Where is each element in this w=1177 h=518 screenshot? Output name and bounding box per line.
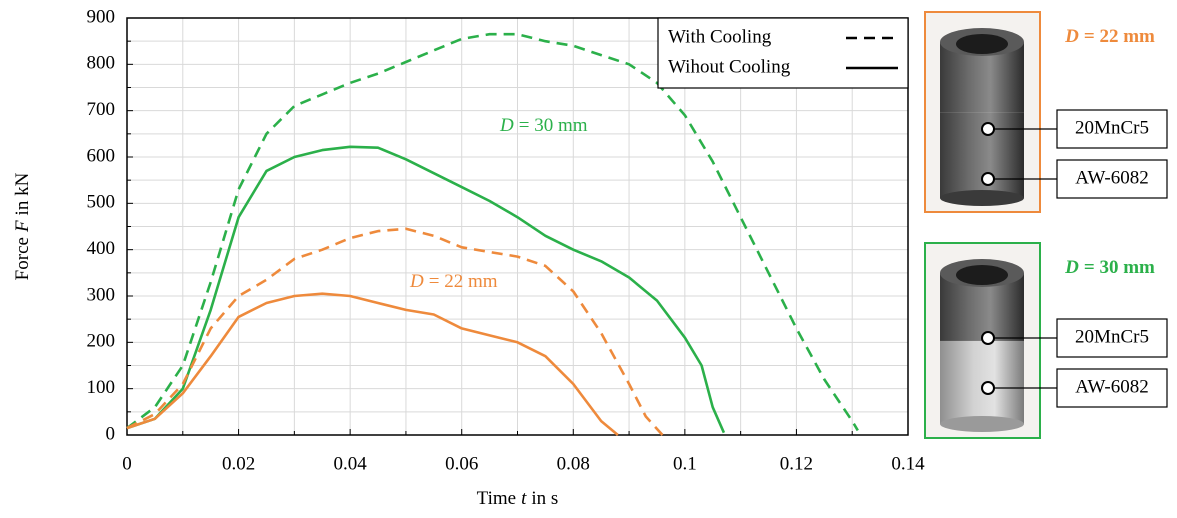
x-tick-label: 0.08 xyxy=(557,453,590,474)
y-tick-label: 900 xyxy=(87,6,116,27)
marker-dot xyxy=(981,331,995,345)
label-box xyxy=(1056,109,1168,149)
x-tick-label: 0 xyxy=(122,453,132,474)
y-tick-label: 500 xyxy=(87,192,116,213)
marker-dot xyxy=(981,381,995,395)
annotation-var: D xyxy=(499,115,514,136)
series-line xyxy=(126,227,664,436)
series-line xyxy=(126,32,859,432)
y-axis-label-part: Force xyxy=(12,237,33,280)
x-tick-label: 0.02 xyxy=(222,453,255,474)
x-axis-label-part: in s xyxy=(531,488,558,509)
cylinder-lower xyxy=(940,340,1024,424)
specimen-title-var: D xyxy=(1064,26,1079,47)
legend-label: Wihout Cooling xyxy=(668,56,791,77)
y-axis-label-part: F xyxy=(12,220,33,233)
x-tick-label: 0.04 xyxy=(334,453,368,474)
annotation: D = 22 mm xyxy=(409,271,498,292)
plot: 0 100 200 300 400 500 600 700 800 900 0 0.02 0.04 0.0… xyxy=(12,6,925,509)
y-tick-label: 300 xyxy=(87,284,116,305)
y-tick-label: 0 xyxy=(106,423,116,444)
cylinder-bore xyxy=(956,265,1008,285)
cylinder-bottom xyxy=(940,190,1024,206)
annotation: D = 30 mm xyxy=(499,115,588,136)
marker-dot xyxy=(981,172,995,186)
y-axis-label-part: in kN xyxy=(12,172,33,215)
x-axis-label-part: Time xyxy=(477,488,516,509)
y-tick-label: 400 xyxy=(87,238,116,259)
marker-dot xyxy=(981,122,995,136)
material-label: AW-6082 xyxy=(1075,167,1148,188)
series-line xyxy=(126,145,726,434)
x-tick-label: 0.14 xyxy=(891,453,925,474)
annotation-text: = 30 mm xyxy=(519,115,588,136)
series-line xyxy=(126,292,619,436)
material-label: 20MnCr5 xyxy=(1075,117,1149,138)
annotation-var: D xyxy=(409,271,424,292)
y-tick-label: 200 xyxy=(87,331,116,352)
material-label: 20MnCr5 xyxy=(1075,326,1149,347)
cylinder-lower xyxy=(940,112,1024,198)
x-tick-label: 0.1 xyxy=(673,453,697,474)
specimen-title-var: D xyxy=(1064,257,1079,278)
cylinder-bore xyxy=(956,34,1008,54)
x-tick-label: 0.12 xyxy=(780,453,813,474)
specimen-title: D = 22 mm xyxy=(1064,26,1155,47)
x-axis-label-part: t xyxy=(521,488,527,509)
y-tick-label: 100 xyxy=(87,377,116,398)
legend-label: With Cooling xyxy=(668,26,772,47)
y-tick-label: 600 xyxy=(87,145,116,166)
y-tick-label: 700 xyxy=(87,99,116,120)
x-axis-label: Time t in s xyxy=(477,488,559,509)
x-tick-label: 0.06 xyxy=(445,453,478,474)
legend-box xyxy=(657,17,909,89)
material-label: AW-6082 xyxy=(1075,376,1148,397)
cylinder-bottom xyxy=(940,416,1024,432)
specimen-title: D = 30 mm xyxy=(1064,257,1155,278)
y-tick-label: 800 xyxy=(87,53,116,74)
label-box xyxy=(1056,368,1168,408)
specimen-title-text: = 30 mm xyxy=(1084,257,1155,278)
annotation-text: = 22 mm xyxy=(429,271,498,292)
y-axis-label: Force Fin kN xyxy=(12,172,33,280)
specimen-title-text: = 22 mm xyxy=(1084,26,1155,47)
label-box xyxy=(1056,318,1168,358)
label-box xyxy=(1056,159,1168,199)
